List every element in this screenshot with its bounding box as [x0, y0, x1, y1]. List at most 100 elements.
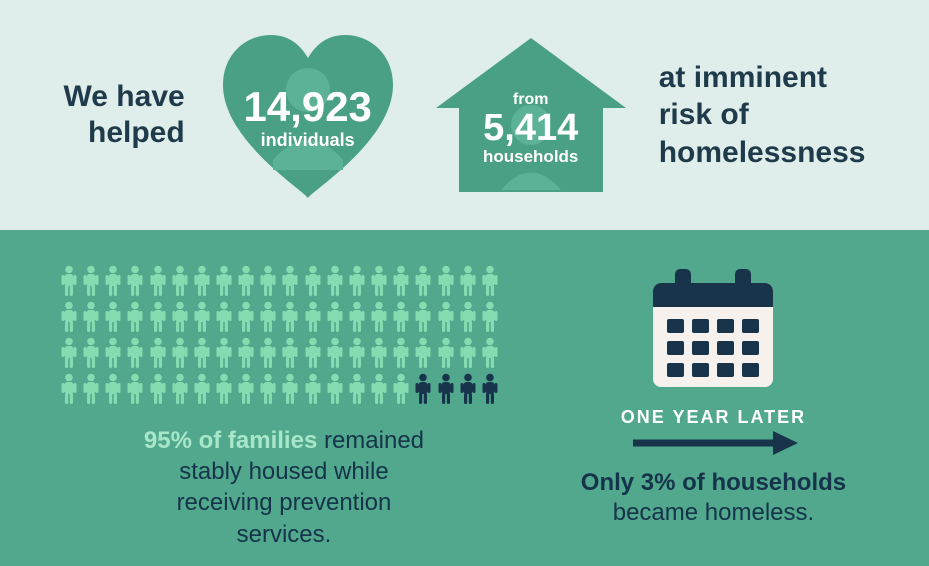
- person-icon: [326, 301, 344, 333]
- person-icon: [149, 301, 167, 333]
- person-icon: [82, 373, 100, 405]
- person-icon: [237, 265, 255, 297]
- households-rest: became homeless.: [613, 499, 814, 526]
- person-icon: [237, 337, 255, 369]
- calendar-icon: [643, 265, 783, 393]
- person-icon: [304, 373, 322, 405]
- person-icon: [348, 337, 366, 369]
- heart-content: 14,923 individuals: [213, 30, 403, 200]
- person-icon: [171, 265, 189, 297]
- person-icon: [104, 373, 122, 405]
- person-icon: [459, 301, 477, 333]
- person-icon: [215, 373, 233, 405]
- person-icon: [392, 373, 410, 405]
- person-icon: [414, 373, 432, 405]
- bottom-band: 95% of families remained stably housed w…: [0, 230, 929, 566]
- person-icon: [304, 337, 322, 369]
- top-band: We have helped 14,923 individuals from 5…: [0, 0, 929, 230]
- person-icon: [481, 265, 499, 297]
- tail-text: at imminent risk of homelessness: [659, 59, 866, 172]
- right-column: ONE YEAR LATER Only 3% of households bec…: [548, 265, 879, 536]
- person-icon: [414, 301, 432, 333]
- person-icon: [370, 373, 388, 405]
- families-rest-2: stably housed while: [179, 458, 388, 485]
- person-icon: [414, 337, 432, 369]
- person-icon: [481, 373, 499, 405]
- person-icon: [437, 373, 455, 405]
- person-icon: [459, 337, 477, 369]
- person-icon: [126, 373, 144, 405]
- person-icon: [437, 301, 455, 333]
- person-icon: [82, 265, 100, 297]
- person-icon: [481, 301, 499, 333]
- person-icon: [104, 301, 122, 333]
- person-icon: [370, 265, 388, 297]
- house-content: from 5,414 households: [431, 30, 631, 200]
- one-year-later: ONE YEAR LATER: [621, 407, 806, 428]
- person-icon: [437, 337, 455, 369]
- house-label: households: [483, 147, 578, 167]
- person-icon: [459, 265, 477, 297]
- person-icon: [104, 337, 122, 369]
- person-icon: [326, 373, 344, 405]
- households-stat-em: Only 3% of households: [581, 469, 846, 496]
- person-icon: [304, 301, 322, 333]
- person-icon: [392, 337, 410, 369]
- person-icon: [104, 265, 122, 297]
- person-icon: [392, 265, 410, 297]
- person-icon: [348, 373, 366, 405]
- person-icon: [348, 265, 366, 297]
- person-icon: [259, 265, 277, 297]
- person-icon: [126, 265, 144, 297]
- person-icon: [82, 301, 100, 333]
- person-icon: [60, 337, 78, 369]
- person-icon: [370, 301, 388, 333]
- person-icon: [392, 301, 410, 333]
- person-icon: [171, 337, 189, 369]
- families-rest-4: services.: [237, 521, 332, 548]
- person-icon: [237, 301, 255, 333]
- person-icon: [126, 301, 144, 333]
- heart-stat: 14,923 individuals: [213, 30, 403, 200]
- person-icon: [348, 301, 366, 333]
- families-stat-em: 95% of families: [144, 427, 317, 454]
- person-icon: [326, 265, 344, 297]
- person-icon: [259, 337, 277, 369]
- person-icon: [370, 337, 388, 369]
- people-pictogram: [60, 265, 500, 405]
- person-icon: [281, 265, 299, 297]
- families-stat-text: 95% of families remained stably housed w…: [60, 425, 508, 550]
- heart-number: 14,923: [243, 86, 371, 128]
- tail-line2: risk of: [659, 98, 749, 131]
- lead-line2: helped: [88, 116, 185, 149]
- person-icon: [237, 373, 255, 405]
- person-icon: [281, 373, 299, 405]
- person-icon: [459, 373, 477, 405]
- person-icon: [259, 301, 277, 333]
- tail-line3: homelessness: [659, 136, 866, 169]
- person-icon: [215, 265, 233, 297]
- arrow-right-icon: [623, 428, 803, 458]
- person-icon: [304, 265, 322, 297]
- person-icon: [281, 337, 299, 369]
- person-icon: [171, 373, 189, 405]
- person-icon: [60, 373, 78, 405]
- house-stat: from 5,414 households: [431, 30, 631, 200]
- person-icon: [193, 265, 211, 297]
- person-icon: [126, 337, 144, 369]
- person-icon: [149, 265, 167, 297]
- left-column: 95% of families remained stably housed w…: [60, 265, 508, 536]
- person-icon: [193, 337, 211, 369]
- person-icon: [281, 301, 299, 333]
- families-rest-3: receiving prevention: [177, 489, 392, 516]
- lead-line1: We have: [64, 80, 185, 113]
- house-number: 5,414: [483, 109, 578, 147]
- person-icon: [481, 337, 499, 369]
- person-icon: [437, 265, 455, 297]
- person-icon: [259, 373, 277, 405]
- person-icon: [60, 301, 78, 333]
- lead-text: We have helped: [64, 79, 185, 151]
- households-stat-text: Only 3% of households became homeless.: [581, 468, 846, 528]
- families-rest-1: remained: [317, 427, 424, 454]
- person-icon: [149, 337, 167, 369]
